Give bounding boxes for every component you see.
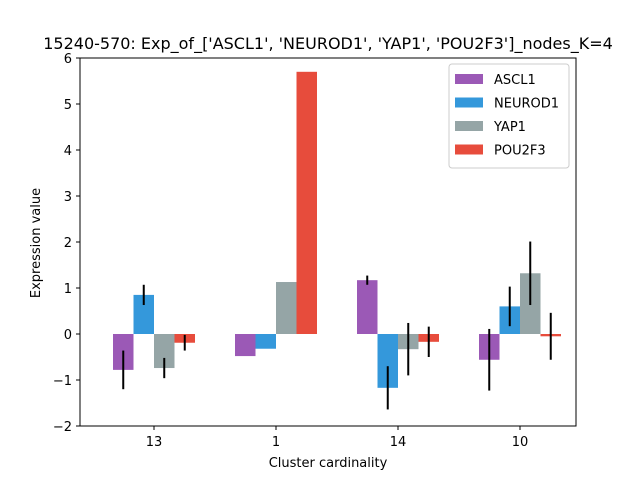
y-tick-label: 2 (64, 236, 72, 251)
y-tick-label: −1 (53, 374, 72, 389)
x-tick-label: 10 (512, 435, 529, 450)
legend-box (448, 63, 570, 169)
y-tick-label: 0 (64, 328, 72, 343)
x-axis-label: Cluster cardinality (269, 456, 388, 471)
errorbars-layer (122, 241, 552, 410)
bar-ascl1-1 (235, 334, 256, 357)
chart-title: 15240-570: Exp_of_['ASCL1', 'NEUROD1', '… (43, 34, 613, 54)
bar-neurod1-1 (255, 334, 276, 349)
bar-yap1-13 (154, 334, 175, 369)
legend-swatch-ascl1 (455, 74, 483, 84)
legend-label-neurod1: NEUROD1 (494, 97, 559, 112)
legend: ASCL1 NEUROD1 YAP1 POU2F3 (448, 63, 570, 169)
y-tick-label: 6 (64, 52, 72, 67)
legend-swatch-pou2f3 (455, 144, 483, 155)
bar-ascl1-14 (357, 280, 378, 334)
bar-neurod1-14 (377, 334, 398, 388)
x-tick-label: 1 (272, 435, 280, 450)
legend-label-yap1: YAP1 (493, 120, 526, 135)
y-axis-label: Expression value (29, 188, 44, 298)
y-tick-label: 1 (64, 282, 72, 297)
axes-layer: −2 −1 0 1 2 3 4 5 6 13 1 14 10 (53, 52, 577, 450)
bar-yap1-1 (276, 282, 297, 334)
y-tick-label: −2 (53, 420, 72, 435)
x-tick-label: 14 (390, 435, 407, 450)
legend-swatch-neurod1 (455, 97, 483, 108)
y-tick-label: 4 (64, 144, 72, 159)
bar-pou2f3-1 (296, 71, 317, 335)
y-tick-label: 5 (64, 98, 72, 113)
x-tick-label: 13 (146, 435, 163, 450)
legend-label-ascl1: ASCL1 (494, 73, 536, 88)
legend-label-pou2f3: POU2F3 (494, 144, 546, 159)
y-tick-label: 3 (64, 190, 72, 205)
legend-swatch-yap1 (455, 121, 483, 131)
bar-neurod1-13 (133, 294, 154, 334)
